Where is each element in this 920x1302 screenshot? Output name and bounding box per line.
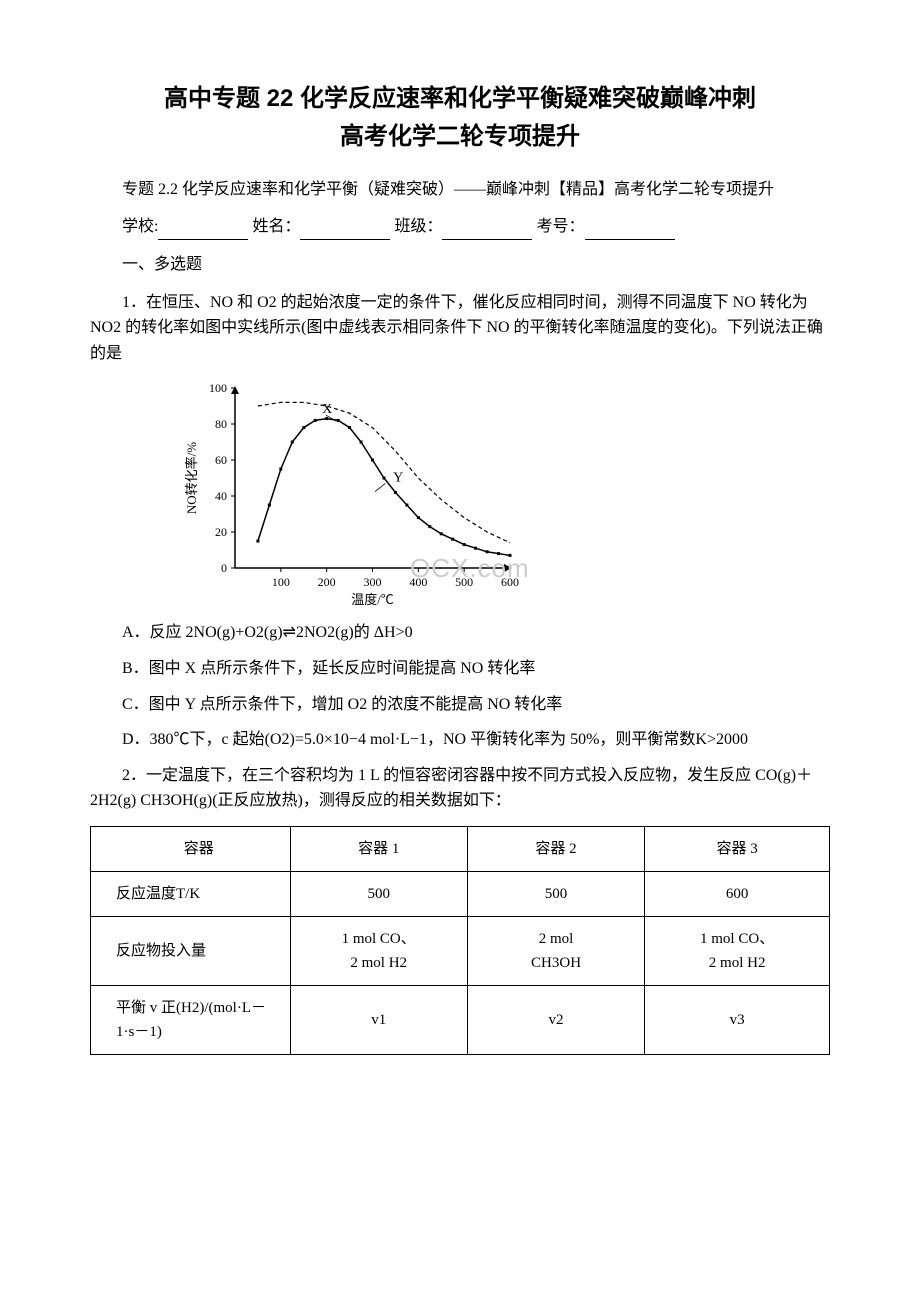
svg-text:X: X	[322, 403, 332, 418]
table-header-cell: 容器 2	[467, 826, 644, 871]
form-class-blank	[442, 221, 532, 240]
table-cell: v2	[467, 985, 644, 1054]
table-cell: v1	[290, 985, 467, 1054]
svg-text:20: 20	[215, 525, 227, 539]
table-cell: v3	[645, 985, 830, 1054]
svg-text:200: 200	[318, 575, 336, 589]
form-school-label: 学校:	[122, 218, 158, 235]
svg-text:40: 40	[215, 489, 227, 503]
table-row-header: 平衡 v 正(H2)/(mol·L－1·s－1)	[91, 985, 291, 1054]
subtitle: 专题 2.2 化学反应速率和化学平衡（疑难突破）——巅峰冲刺【精品】高考化学二轮…	[90, 177, 830, 203]
q2-table: 容器容器 1容器 2容器 3反应温度T/K500500600反应物投入量1 mo…	[90, 826, 830, 1055]
table-row: 反应物投入量1 mol CO、 2 mol H22 mol CH3OH1 mol…	[91, 916, 830, 985]
form-line: 学校: 姓名： 班级： 考号：	[90, 214, 830, 240]
table-header-row: 容器容器 1容器 2容器 3	[91, 826, 830, 871]
question-1-text: 1．在恒压、NO 和 O2 的起始浓度一定的条件下，催化反应相同时间，测得不同温…	[90, 290, 830, 367]
q1-chart: 020406080100100200300400500600NO转化率/%温度/…	[180, 378, 520, 608]
svg-text:300: 300	[364, 575, 382, 589]
table-row: 平衡 v 正(H2)/(mol·L－1·s－1)v1v2v3	[91, 985, 830, 1054]
table-cell: 1 mol CO、 2 mol H2	[645, 916, 830, 985]
q1-choice-b: B．图中 X 点所示条件下，延长反应时间能提高 NO 转化率	[90, 656, 830, 682]
q1-choice-a: A．反应 2NO(g)+O2(g)⇌2NO2(g)的 ΔH>0	[90, 620, 830, 646]
watermark: OCX.com	[410, 548, 530, 590]
table-row-header: 反应温度T/K	[91, 871, 291, 916]
title-line-2: 高考化学二轮专项提升	[90, 118, 830, 156]
svg-text:80: 80	[215, 417, 227, 431]
svg-text:100: 100	[272, 575, 290, 589]
svg-text:温度/℃: 温度/℃	[351, 592, 394, 607]
table-cell: 1 mol CO、 2 mol H2	[290, 916, 467, 985]
table-row: 反应温度T/K500500600	[91, 871, 830, 916]
table-cell: 2 mol CH3OH	[467, 916, 644, 985]
section-heading: 一、多选题	[90, 252, 830, 278]
page-title: 高中专题 22 化学反应速率和化学平衡疑难突破巅峰冲刺 高考化学二轮专项提升	[90, 80, 830, 157]
svg-text:60: 60	[215, 453, 227, 467]
q1-choice-c: C．图中 Y 点所示条件下，增加 O2 的浓度不能提高 NO 转化率	[90, 692, 830, 718]
table-cell: 600	[645, 871, 830, 916]
svg-text:100: 100	[209, 381, 227, 395]
form-class-label: 班级：	[394, 218, 442, 235]
svg-text:0: 0	[221, 561, 227, 575]
form-name-blank	[300, 221, 390, 240]
svg-text:Y: Y	[393, 471, 403, 486]
question-2-text: 2．一定温度下，在三个容积均为 1 L 的恒容密闭容器中按不同方式投入反应物，发…	[90, 763, 830, 814]
q1-choice-d: D．380℃下，c 起始(O2)=5.0×10−4 mol·L−1，NO 平衡转…	[90, 727, 830, 753]
table-cell: 500	[467, 871, 644, 916]
form-school-blank	[158, 221, 248, 240]
table-cell: 500	[290, 871, 467, 916]
table-row-header: 反应物投入量	[91, 916, 291, 985]
title-line-1: 高中专题 22 化学反应速率和化学平衡疑难突破巅峰冲刺	[90, 80, 830, 118]
table-header-cell: 容器 3	[645, 826, 830, 871]
table-header-cell: 容器 1	[290, 826, 467, 871]
svg-text:NO转化率/%: NO转化率/%	[184, 442, 199, 514]
form-name-label: 姓名：	[252, 218, 300, 235]
table-header-cell: 容器	[91, 826, 291, 871]
form-examno-blank	[585, 221, 675, 240]
form-examno-label: 考号：	[536, 218, 584, 235]
